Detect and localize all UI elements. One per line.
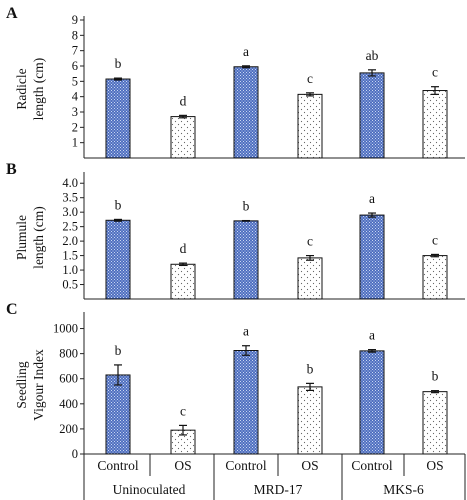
y-tick-label: 3 [72,105,78,119]
x-group-label: MRD-17 [254,482,303,497]
bar-control [105,219,131,300]
y-tick-label: 2 [72,120,78,134]
significance-letter: d [180,241,187,256]
significance-letter: d [180,93,187,108]
x-tick-label: Control [351,458,393,473]
significance-letter: a [369,328,375,343]
significance-letter: c [180,403,186,418]
panel-letter: B [6,161,17,178]
y-axis-label-line: Vigour Index [31,349,46,421]
significance-letter: a [369,191,375,206]
y-axis-label-line: Radicle [14,68,29,109]
y-tick-label: 1.0 [62,263,78,277]
panel-letter: C [6,301,18,318]
significance-letter: c [307,234,313,249]
x-tick-label: OS [301,458,318,473]
significance-letter: a [243,44,249,59]
y-tick-label: 600 [59,372,78,386]
y-tick-label: 8 [72,28,78,42]
y-tick-label: 4.0 [62,176,78,190]
y-tick-label: 1.5 [62,249,78,263]
bar-control [105,374,131,455]
bar-control [233,66,259,159]
bar-os [297,257,323,300]
y-tick-label: 2.0 [62,234,78,248]
x-tick-label: OS [174,458,191,473]
y-tick-label: 9 [72,13,78,27]
y-tick-label: 4 [72,90,79,104]
bar-os [297,386,323,455]
bar-os [422,255,448,300]
panel-c: 0 200 400 600 800 1000 Seedling Vigour Index Cb c… [6,301,465,461]
bar-os [422,90,448,159]
y-axis-label-line: length (cm) [31,58,46,121]
bar-control [359,72,385,159]
bar-control [359,214,385,300]
bar-os [170,116,196,159]
significance-letter: b [243,199,250,214]
y-tick-label: 800 [59,347,78,361]
panel-letter: A [6,5,18,22]
bar-control [233,220,259,300]
significance-letter: a [243,324,249,339]
bar-control [359,350,385,455]
x-group-label: Uninoculated [113,482,186,497]
significance-letter: b [115,56,122,71]
y-tick-label: 7 [72,44,78,58]
bar-control [105,78,131,159]
y-tick-label: 3.0 [62,205,78,219]
y-tick-label: 2.5 [62,220,78,234]
bar-os [422,391,448,455]
significance-letter: c [432,232,438,247]
panel-b: 0.51.01.52.02.53.03.54.0 Plumule length (c… [6,161,465,300]
y-tick-label: 1 [72,136,78,150]
x-tick-label: Control [225,458,267,473]
x-tick-label: OS [426,458,443,473]
significance-letter: ab [366,48,379,63]
significance-letter: b [432,369,439,384]
significance-letter: c [307,71,313,86]
x-axis-categories: Control OS Control OS Control OS Uninoculated M… [83,454,466,500]
x-group-label: MKS-6 [383,482,424,497]
y-axis-label-line: length (cm) [31,206,46,269]
y-tick-label: 400 [59,397,78,411]
y-tick-label: 0 [72,447,78,461]
significance-letter: c [432,65,438,80]
y-tick-label: 0.5 [62,278,78,292]
y-axis-label-line: Seedling [14,361,29,408]
bar-os [297,93,323,159]
y-tick-label: 200 [59,422,78,436]
y-tick-label: 6 [72,59,78,73]
panel-a: 1 234 567 89 Radicle length (cm) Ab d a c ab c [6,5,465,159]
y-tick-label: 5 [72,74,78,88]
bar-control [233,350,259,455]
y-axis-label-line: Plumule [14,215,29,260]
significance-letter: b [115,343,122,358]
y-tick-label: 1000 [53,322,78,336]
bar-os [170,263,196,300]
significance-letter: b [115,197,122,212]
x-tick-label: Control [97,458,139,473]
significance-letter: b [307,361,314,376]
y-tick-label: 3.5 [62,191,78,205]
